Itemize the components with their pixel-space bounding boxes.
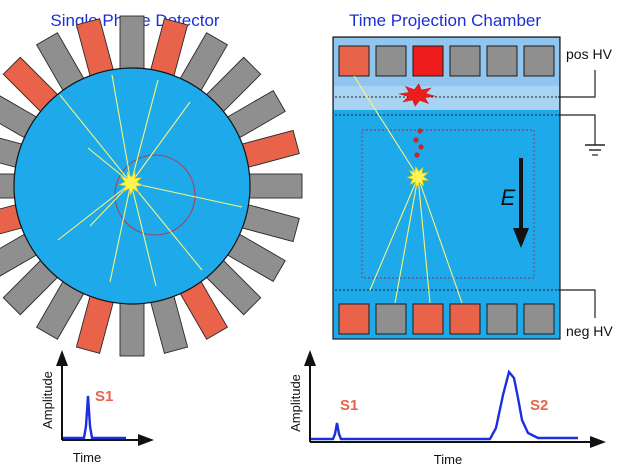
- tpc-pmt: [338, 303, 370, 335]
- time-axis-label: Time: [434, 452, 462, 466]
- light-ray: [394, 176, 419, 304]
- light-ray: [130, 182, 243, 208]
- light-ray: [417, 176, 463, 304]
- spd-pmt: [119, 15, 145, 77]
- tpc-pmt: [486, 303, 518, 335]
- s1-label: S1: [340, 397, 358, 414]
- s2-label: S2: [530, 397, 548, 414]
- tpc-field-cage: [361, 129, 535, 279]
- scintillation-flash-icon: [406, 165, 430, 189]
- electron-dot: [413, 137, 419, 143]
- axis-arrow-up-icon: [304, 350, 316, 366]
- neg-hv-label: neg HV: [566, 323, 613, 339]
- tpc-pmt: [486, 45, 518, 77]
- light-ray: [59, 94, 132, 184]
- tpc-pmt: [338, 45, 370, 77]
- light-ray: [130, 101, 191, 184]
- axis-arrow-right-icon: [138, 434, 154, 446]
- axis-arrow-right-icon: [590, 436, 606, 448]
- axis-arrow-up-icon: [56, 350, 68, 366]
- light-ray: [130, 79, 159, 184]
- tpc-pmt: [523, 45, 555, 77]
- gas-flash-icon: [398, 83, 436, 107]
- tpc-pmt: [449, 45, 481, 77]
- tpc-signal-trace: [311, 369, 578, 441]
- electron-dot: [418, 144, 424, 150]
- title-time-projection-chamber: Time Projection Chamber: [349, 11, 541, 30]
- tpc-extraction-region: [334, 86, 559, 110]
- drifting-electrons: [413, 128, 424, 158]
- amplitude-axis-label: Amplitude: [288, 374, 303, 432]
- tpc-pmt: [523, 303, 555, 335]
- tpc-pmt: [412, 303, 444, 335]
- electron-dot: [417, 128, 423, 134]
- tpc-light-rays: [353, 75, 463, 304]
- electron-dot: [414, 152, 420, 158]
- light-ray: [57, 182, 132, 241]
- light-ray: [353, 75, 419, 178]
- light-ray: [130, 182, 157, 287]
- s1-label: S1: [95, 388, 113, 405]
- tpc-top-pmt-array: [338, 45, 555, 77]
- spd-signal-plot: S1 Amplitude Time: [40, 350, 154, 465]
- time-axis-label: Time: [73, 450, 101, 465]
- field-label: E: [501, 185, 516, 210]
- hv-wiring: [558, 70, 605, 318]
- spd-pmt: [241, 173, 303, 199]
- tpc-pmt: [375, 45, 407, 77]
- tpc-signal-plot: S1 S2 Amplitude Time: [288, 350, 606, 466]
- light-ray: [109, 182, 132, 283]
- tpc-pmt: [375, 303, 407, 335]
- tpc-pmt: [412, 45, 444, 77]
- pos-hv-label: pos HV: [566, 46, 613, 62]
- light-ray: [369, 176, 419, 291]
- tpc-pmt: [449, 303, 481, 335]
- light-ray: [111, 74, 132, 184]
- spd-signal-trace: [63, 395, 126, 440]
- scintillation-flash-icon: [118, 170, 144, 196]
- light-ray: [417, 176, 431, 304]
- field-arrow-icon: [513, 158, 529, 248]
- amplitude-axis-label: Amplitude: [40, 371, 55, 429]
- tpc-bottom-pmt-array: [338, 303, 555, 335]
- spd-pmt: [119, 295, 145, 357]
- light-ray: [130, 182, 203, 271]
